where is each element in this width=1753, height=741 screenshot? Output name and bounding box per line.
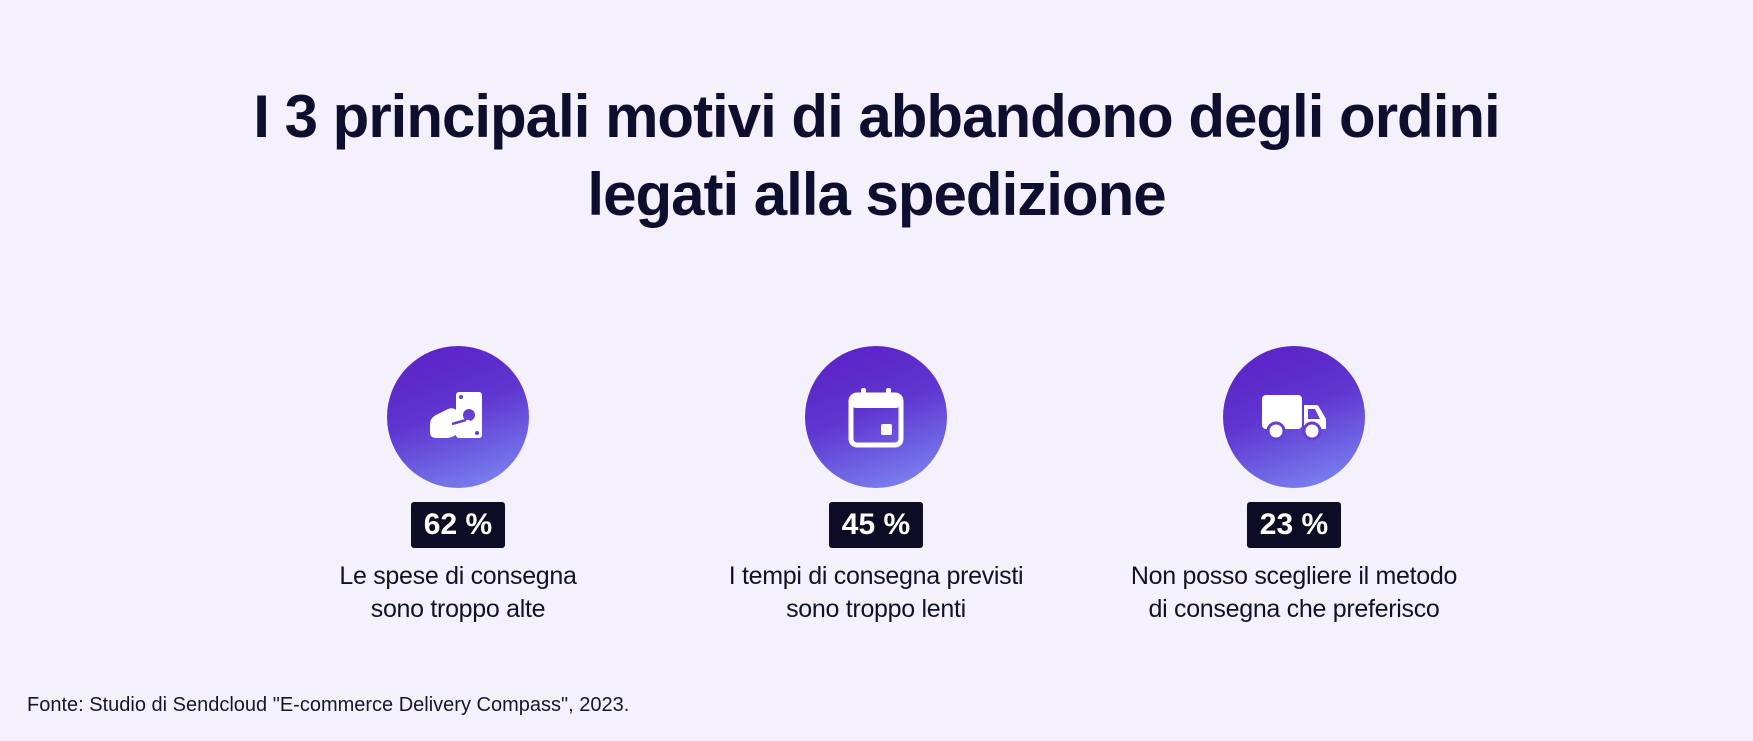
delivery-truck-icon [1223, 346, 1365, 488]
stat-delivery-times: 45 % I tempi di consegna previsti sono t… [666, 346, 1086, 626]
page-title: I 3 principali motivi di abbandono degli… [0, 78, 1753, 234]
money-hand-icon [387, 346, 529, 488]
percent-badge: 23 % [1246, 502, 1342, 548]
stat-description-line-2: sono troppo alte [370, 595, 546, 623]
calendar-icon [805, 346, 947, 488]
stat-description-line-2: sono troppo lenti [786, 595, 966, 623]
stat-description-line-2: di consegna che preferisco [1148, 595, 1440, 623]
stat-description: Non posso scegliere il metodo di consegn… [1084, 560, 1504, 626]
stat-description-line-1: Non posso scegliere il metodo [1130, 562, 1458, 590]
stat-description-line-1: Le spese di consegna [339, 562, 577, 590]
source-note: Fonte: Studio di Sendcloud "E-commerce D… [27, 694, 630, 716]
percent-badge: 62 % [410, 502, 506, 548]
stat-description: I tempi di consegna previsti sono troppo… [666, 560, 1086, 626]
stat-delivery-method: 23 % Non posso scegliere il metodo di co… [1084, 346, 1504, 626]
stat-description-line-1: I tempi di consegna previsti [728, 562, 1024, 590]
percent-badge: 45 % [828, 502, 924, 548]
stat-delivery-costs: 62 % Le spese di consegna sono troppo al… [248, 346, 668, 626]
stat-description: Le spese di consegna sono troppo alte [248, 560, 668, 626]
page-title-line-2: legati alla spedizione [587, 161, 1166, 228]
page-title-line-1: I 3 principali motivi di abbandono degli… [253, 83, 1500, 150]
